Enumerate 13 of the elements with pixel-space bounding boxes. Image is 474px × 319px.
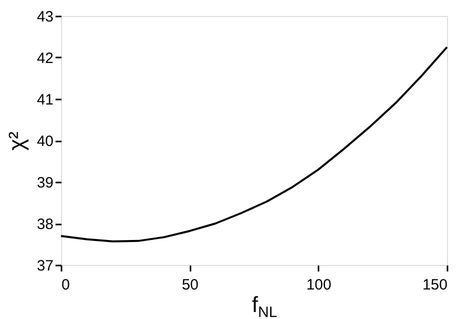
y-tick-label: 41 [36, 92, 54, 108]
y-axis-title: χ² [4, 132, 29, 150]
x-tick-label: 100 [306, 276, 332, 294]
y-tick-label: 42 [36, 50, 54, 67]
y-tick-label: 40 [36, 133, 54, 150]
y-tick-label: 43 [36, 8, 54, 26]
line-series [60, 46, 448, 242]
x-tick-label: 150 [422, 276, 448, 294]
y-tick-label: 37 [36, 258, 54, 274]
x-tick-label: 50 [182, 276, 199, 294]
y-tick-label: 38 [36, 216, 54, 233]
y-tick-label: 39 [36, 174, 54, 192]
x-tick-label: 0 [62, 276, 70, 294]
